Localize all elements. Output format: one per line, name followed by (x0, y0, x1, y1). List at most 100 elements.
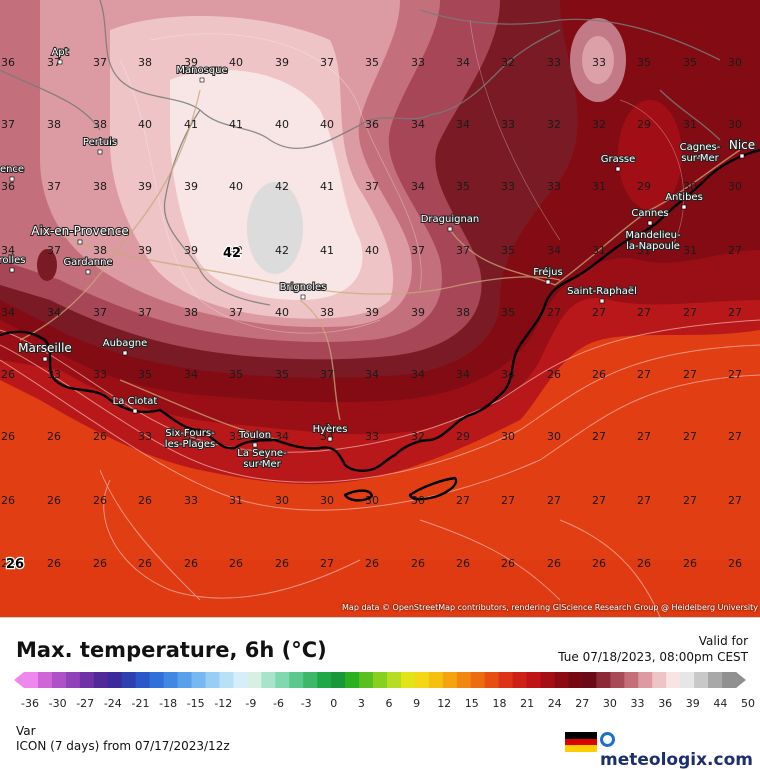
valid-label: Valid for (698, 634, 748, 648)
city-cannes: Cannes (630, 207, 670, 226)
legend-swatch (526, 672, 542, 688)
city-la-seyne-sur-mer: La Seyne-sur-Mer (236, 447, 288, 471)
svg-text:ence: ence (0, 164, 24, 175)
legend-swatch (498, 672, 514, 688)
legend-tick-label: -6 (273, 697, 284, 710)
legend-swatch (666, 672, 681, 688)
temperature-value: 34 (456, 118, 470, 131)
legend-swatch (317, 672, 332, 688)
legend-swatch (219, 672, 234, 688)
svg-text:Manosque: Manosque (176, 65, 227, 76)
temperature-value: 26 (229, 557, 243, 570)
temperature-value: 38 (456, 306, 470, 319)
min-temperature-marker: 26 (6, 557, 24, 572)
temperature-value: 27 (683, 494, 697, 507)
svg-text:Grasse: Grasse (601, 154, 636, 165)
temperature-value: 42 (275, 244, 289, 257)
temperature-value: 30 (320, 494, 334, 507)
coastline (0, 148, 760, 502)
temperature-value: 39 (411, 306, 425, 319)
city-cagnes-sur-mer: Cagnes-sur-Mer (679, 141, 722, 165)
svg-text:Saint-Raphaël: Saint-Raphaël (567, 286, 637, 297)
svg-text:Hyères: Hyères (313, 423, 348, 435)
temperature-value: 39 (365, 306, 379, 319)
legend-left-arrow (14, 672, 24, 688)
legend-swatch (331, 672, 346, 688)
legend-swatch (484, 672, 500, 688)
legend-tick-label: -21 (132, 697, 150, 710)
temperature-value: 35 (365, 56, 379, 69)
city-saint-rapha-l: Saint-Raphaël (566, 285, 638, 304)
legend-swatch (177, 672, 193, 688)
temperature-value: 34 (411, 180, 425, 193)
legend-swatch (163, 672, 179, 688)
city-mandelieu-la-napoule: Mandelieu-la-Napoule (624, 229, 682, 253)
temperature-value: 34 (184, 368, 198, 381)
svg-text:Apt: Apt (51, 47, 68, 58)
temperature-value: 38 (320, 306, 334, 319)
divider (0, 617, 760, 618)
temperature-value: 26 (138, 494, 152, 507)
legend-swatch (261, 672, 276, 688)
temperature-value: 38 (138, 56, 152, 69)
temperature-value: 33 (93, 368, 107, 381)
weather-map[interactable]: 36 37 37 38 39 40 39 37 35 33 34 32 33 33 35 35 30 37 38 38… (0, 0, 760, 617)
legend-tick-label: 12 (437, 697, 451, 710)
temperature-value: 40 (138, 118, 152, 131)
temperature-value: 29 (637, 180, 651, 193)
temperature-value: 27 (728, 368, 742, 381)
temperature-value: 34 (47, 306, 61, 319)
svg-text:Cannes: Cannes (631, 208, 668, 219)
brand-logo[interactable]: meteologix.com (600, 730, 760, 770)
temperature-value: 37 (138, 306, 152, 319)
svg-text:Toulon: Toulon (238, 430, 271, 441)
svg-text:Draguignan: Draguignan (421, 214, 480, 225)
legend-swatch (554, 672, 569, 688)
legend-tick-label: 0 (330, 697, 337, 710)
temperature-value: 33 (592, 56, 606, 69)
temperature-value: 27 (547, 494, 561, 507)
temperature-value: 35 (501, 306, 515, 319)
svg-text:Marseille: Marseille (18, 341, 72, 355)
city-aix-en-provence: Aix-en-Provence (30, 223, 130, 245)
legend-swatch (624, 672, 639, 688)
temperature-value: 33 (411, 56, 425, 69)
temperature-value: 32 (501, 56, 515, 69)
temperature-value: 29 (456, 430, 470, 443)
temperature-value: 40 (275, 118, 289, 131)
legend-swatch (79, 672, 95, 688)
city-six-fours-les-plages: Six-Fours-les-Plages (164, 427, 216, 451)
temperature-values: 36 37 37 38 39 40 39 37 35 33 34 32 33 33 35 35 30 37 38 38… (1, 56, 742, 570)
city-grasse: Grasse (600, 153, 636, 172)
legend-swatch (708, 672, 723, 688)
legend-swatch (289, 672, 304, 688)
temperature-value: 37 (456, 244, 470, 257)
temperature-value: 27 (728, 494, 742, 507)
temperature-value: 37 (320, 56, 334, 69)
legend-tick-label: 39 (686, 697, 700, 710)
temperature-value: 35 (637, 56, 651, 69)
legend-swatch (456, 672, 472, 688)
temperature-value: 26 (728, 557, 742, 570)
temperature-value: 35 (138, 368, 152, 381)
legend-tick-label: -27 (76, 697, 94, 710)
legend-swatch (51, 672, 67, 688)
temperature-value: 30 (728, 180, 742, 193)
temperature-value: 26 (93, 494, 107, 507)
city-pertuis: Pertuis (82, 136, 118, 155)
variable-label: Var (16, 724, 36, 738)
svg-text:Six-Fours-les-Plages: Six-Fours-les-Plages (165, 428, 215, 450)
temperature-value: 33 (184, 494, 198, 507)
svg-text:Nice: Nice (729, 138, 755, 152)
legend-tick-label: -24 (104, 697, 122, 710)
legend-tick-label: 3 (358, 697, 365, 710)
temperature-value: 34 (1, 244, 15, 257)
temperature-value: 33 (547, 180, 561, 193)
legend-swatch (191, 672, 206, 688)
city-la-ciotat: La Ciotat (112, 395, 158, 414)
temperature-value: 26 (93, 430, 107, 443)
legend-swatch (694, 672, 709, 688)
temperature-value: 26 (637, 557, 651, 570)
temperature-value: 30 (728, 56, 742, 69)
city-toulon: Toulon (237, 429, 272, 448)
